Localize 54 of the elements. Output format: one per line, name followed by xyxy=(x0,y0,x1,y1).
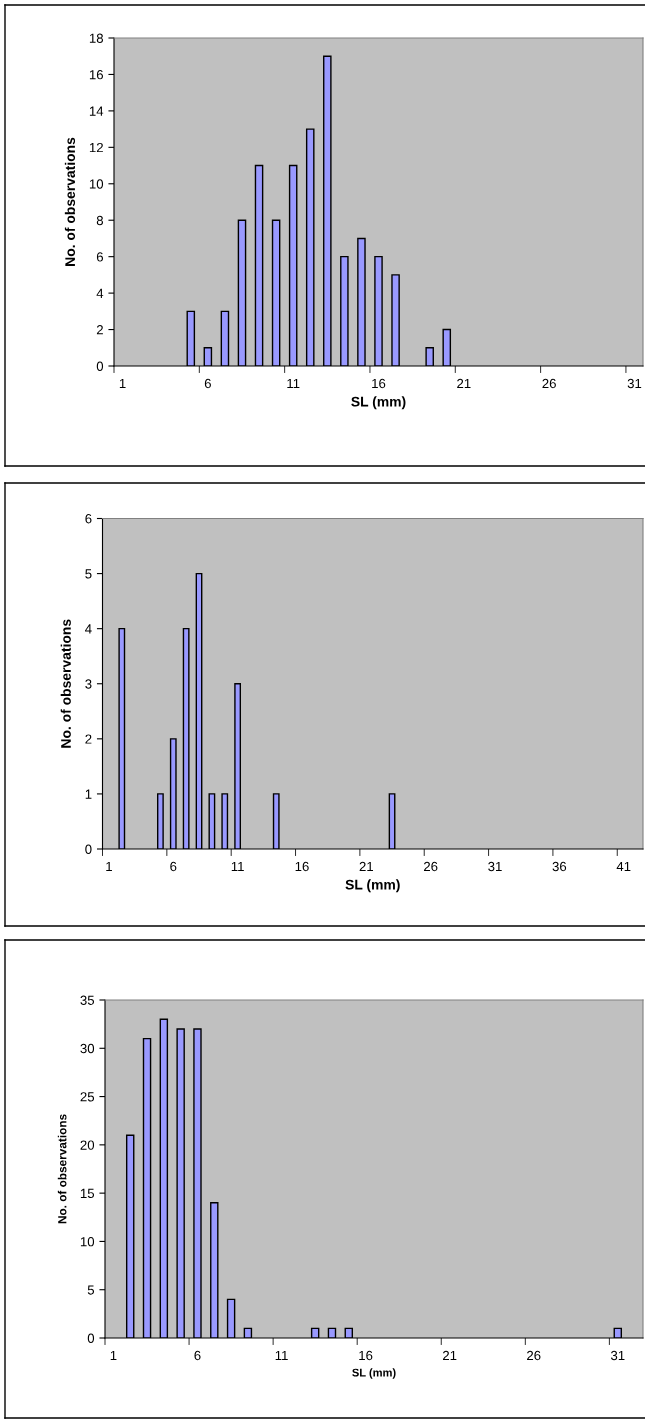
x-tick-label: 21 xyxy=(359,861,374,872)
y-axis-title: No. of observations xyxy=(57,1114,67,1224)
y-tick-label: 0 xyxy=(87,1333,95,1343)
y-tick-label: 1 xyxy=(85,789,92,799)
x-tick-label: 1 xyxy=(110,1350,117,1361)
x-tick-label: 41 xyxy=(616,861,631,872)
x-tick-label: 31 xyxy=(610,1350,625,1361)
x-tick-label: 16 xyxy=(372,378,386,389)
y-tick-label: 35 xyxy=(80,995,95,1005)
y-axis-title: No. of observations xyxy=(64,137,76,266)
x-axis-title: SL (mm) xyxy=(351,396,406,410)
y-tick-label: 14 xyxy=(89,106,104,116)
y-tick-label: 16 xyxy=(89,70,103,80)
y-tick-label: 30 xyxy=(80,1043,95,1054)
x-tick-label: 26 xyxy=(423,861,438,872)
x-tick-label: 11 xyxy=(275,1350,288,1361)
y-tick-label: 15 xyxy=(80,1188,95,1199)
y-tick-label: 6 xyxy=(96,252,103,262)
x-tick-label: 16 xyxy=(295,861,309,872)
y-tick-label: 0 xyxy=(96,361,104,371)
y-tick-label: 4 xyxy=(85,624,92,634)
y-tick-label: 3 xyxy=(85,679,92,689)
x-tick-label: 6 xyxy=(204,378,211,389)
x-axis-title: SL (mm) xyxy=(352,1368,396,1379)
y-tick-label: 20 xyxy=(80,1140,95,1150)
x-tick-label: 26 xyxy=(542,378,556,389)
x-tick-label: 16 xyxy=(359,1350,373,1361)
y-tick-label: 0 xyxy=(85,844,92,854)
x-tick-label: 31 xyxy=(488,861,502,872)
x-tick-label: 11 xyxy=(287,378,300,389)
y-tick-label: 2 xyxy=(96,325,103,335)
y-tick-label: 12 xyxy=(89,142,103,153)
x-tick-label: 21 xyxy=(457,378,471,389)
x-tick-label: 36 xyxy=(552,861,567,872)
y-tick-label: 6 xyxy=(85,514,92,524)
x-tick-label: 1 xyxy=(119,378,126,389)
x-tick-label: 21 xyxy=(442,1350,457,1361)
x-tick-label: 11 xyxy=(231,861,244,872)
y-tick-label: 2 xyxy=(85,734,92,744)
y-tick-label: 10 xyxy=(80,1237,95,1247)
y-tick-label: 25 xyxy=(80,1092,95,1102)
x-tick-label: 1 xyxy=(106,861,112,872)
y-axis-title: No. of observations xyxy=(60,619,71,748)
y-tick-label: 4 xyxy=(96,288,104,298)
x-tick-label: 31 xyxy=(627,378,642,389)
y-tick-label: 10 xyxy=(89,179,104,189)
x-tick-label: 26 xyxy=(527,1350,541,1361)
x-axis-title: SL (mm) xyxy=(345,879,400,893)
y-tick-label: 5 xyxy=(85,569,92,579)
y-tick-label: 5 xyxy=(87,1285,95,1295)
y-tick-label: 8 xyxy=(96,215,104,226)
x-tick-label: 6 xyxy=(194,1350,201,1361)
y-tick-label: 18 xyxy=(89,33,104,43)
x-tick-label: 6 xyxy=(170,861,177,872)
